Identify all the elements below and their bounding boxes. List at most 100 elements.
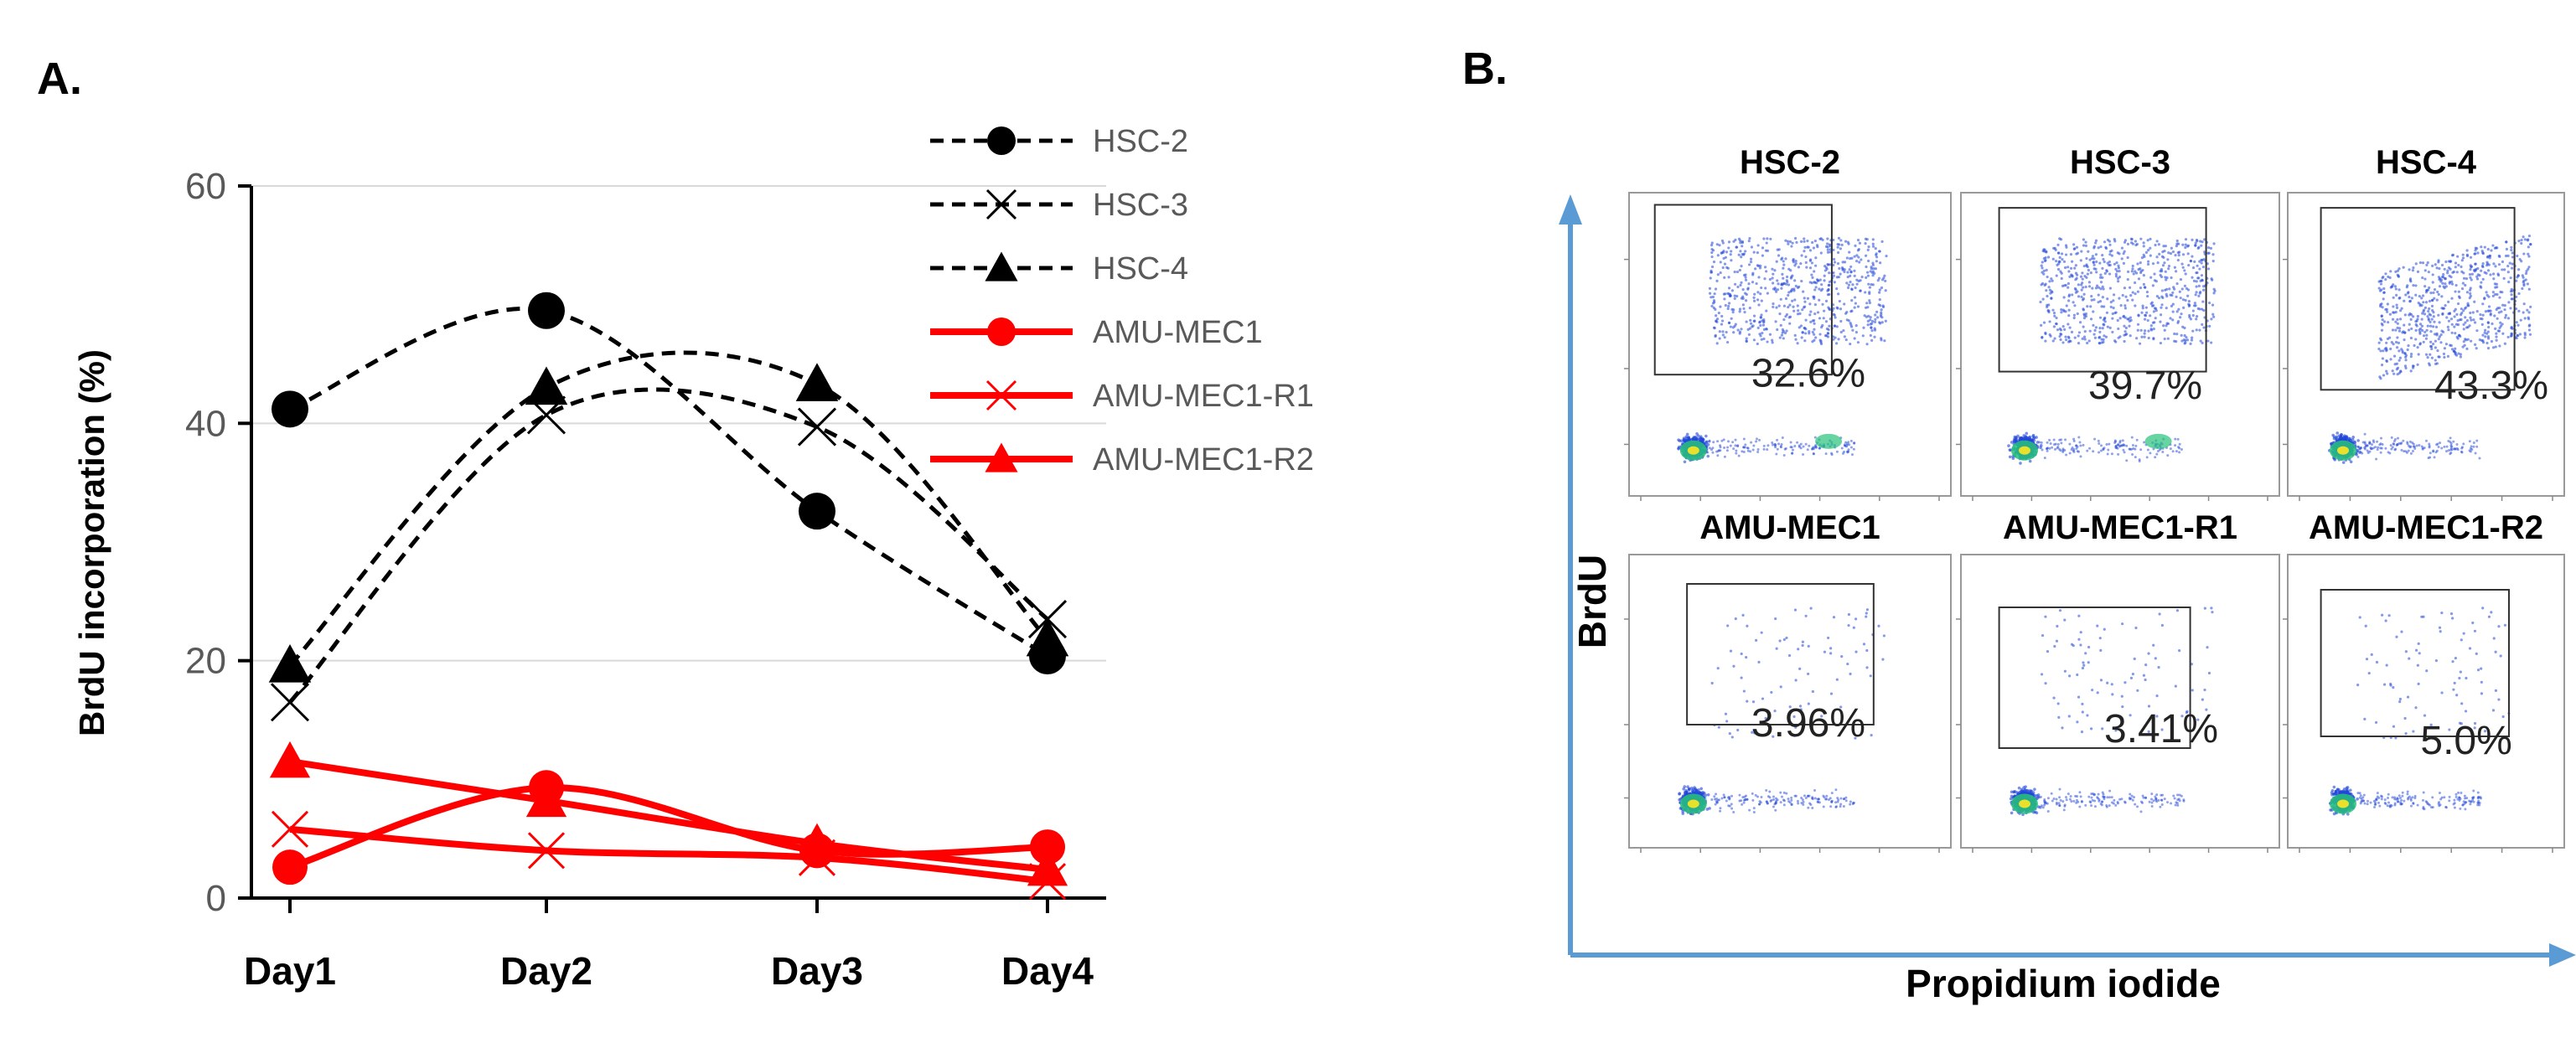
flow-dot [1864, 291, 1867, 294]
flow-dot [1710, 271, 1714, 274]
flow-dot [1699, 787, 1703, 791]
flow-dot [1677, 447, 1680, 450]
flow-dot [2416, 270, 2420, 273]
flow-dot [1727, 246, 1730, 250]
flow-dot [1770, 690, 1773, 694]
data-point [985, 251, 1018, 281]
flow-dot [2494, 292, 2497, 297]
flow-dot [1787, 653, 1792, 658]
flow-dot [1870, 267, 1874, 271]
flow-dot [2056, 624, 2059, 628]
flow-dot [2063, 618, 2066, 622]
flow-dot [2086, 714, 2089, 717]
flow-dot [1709, 276, 1712, 280]
flow-dot [2077, 295, 2081, 298]
flow-dot [1787, 800, 1791, 803]
flow-dot [1809, 258, 1813, 261]
flow-dot [2121, 293, 2124, 297]
flow-dot [2356, 439, 2360, 442]
flow-dot [2423, 277, 2427, 281]
flow-dot [1853, 255, 1856, 258]
flow-dot [2051, 339, 2055, 343]
flow-dot [2437, 445, 2440, 448]
flow-dot [2206, 267, 2211, 271]
flow-dot [2126, 298, 2129, 302]
flow-dot [2469, 276, 2472, 280]
flow-dot [2422, 301, 2425, 304]
flow-dot [2418, 323, 2423, 326]
flow-dot [2082, 286, 2085, 289]
flow-dot [2131, 291, 2134, 294]
flow-dot [1723, 276, 1726, 280]
flow-dot [2491, 291, 2495, 294]
flow-dot [2072, 247, 2076, 250]
series-line [289, 758, 1048, 873]
flow-dot [2462, 340, 2465, 343]
flow-dot [1798, 285, 1801, 288]
flow-dot [1741, 450, 1744, 453]
flow-dot [2047, 309, 2051, 312]
flow-dot [2113, 441, 2117, 444]
flow-dot [1870, 733, 1873, 737]
flow-dot [1813, 270, 1816, 273]
flow-dot [2052, 696, 2056, 700]
flow-dot [2456, 323, 2460, 327]
flow-dot [1870, 319, 1875, 323]
flow-dot [2412, 315, 2415, 318]
flow-dot [1875, 260, 1879, 263]
flow-dot [2179, 316, 2182, 319]
flow-dot [2472, 445, 2475, 448]
flow-dot [2152, 310, 2156, 313]
flow-dot [1727, 240, 1731, 244]
flow-dot [2047, 286, 2051, 289]
flow-dot [2071, 260, 2074, 263]
flow-dot [2467, 304, 2470, 307]
flow-dot [2404, 359, 2408, 362]
flow-dot [2079, 275, 2083, 278]
flow-dot [2044, 282, 2047, 286]
flow-dot [2457, 290, 2460, 293]
flow-dot [2499, 324, 2503, 328]
flow-dot [1790, 798, 1793, 802]
flow-dot [1874, 247, 1877, 250]
flow-dot [1833, 313, 1836, 317]
flow-dot [1790, 796, 1793, 799]
flow-dot [2082, 238, 2086, 241]
flow-dot [1837, 236, 1841, 240]
flow-dot [2403, 352, 2407, 355]
flow-dot [1793, 794, 1797, 798]
flow-dot [1853, 274, 1856, 277]
flow-dot [1834, 788, 1838, 792]
flow-dot [2088, 329, 2092, 333]
flow-dot [2356, 446, 2360, 449]
flow-dot [1847, 283, 1850, 287]
flow-dot [2401, 331, 2404, 334]
flow-dot [2102, 287, 2105, 291]
flow-dot [1829, 652, 1833, 655]
flow-dot [2495, 335, 2498, 338]
flow-dot [1732, 811, 1735, 814]
flow-dot [2108, 243, 2112, 246]
flow-dot [2039, 446, 2042, 450]
flow-dot [2143, 441, 2146, 444]
flow-dot [2169, 317, 2172, 320]
flow-dot [1717, 725, 1720, 729]
flow-dot [2082, 325, 2085, 328]
gated-percent: 32.6% [1751, 352, 1865, 396]
flow-dot [2432, 311, 2435, 314]
flow-dot [2185, 287, 2189, 291]
flow-dot [2396, 269, 2400, 272]
flow-dot [2117, 452, 2120, 456]
flow-dot [1810, 261, 1814, 265]
flow-dot [1871, 263, 1875, 266]
data-point [525, 366, 568, 405]
flow-dot [2128, 286, 2132, 289]
flow-dot [2040, 673, 2044, 676]
flow-dot [2402, 266, 2405, 269]
flow-dot [1832, 307, 1835, 310]
flow-dot [1785, 279, 1788, 282]
flow-dot [1808, 313, 1812, 317]
flow-dot [2464, 316, 2467, 319]
flow-dot [1820, 283, 1823, 287]
flow-dot [1869, 674, 1872, 678]
